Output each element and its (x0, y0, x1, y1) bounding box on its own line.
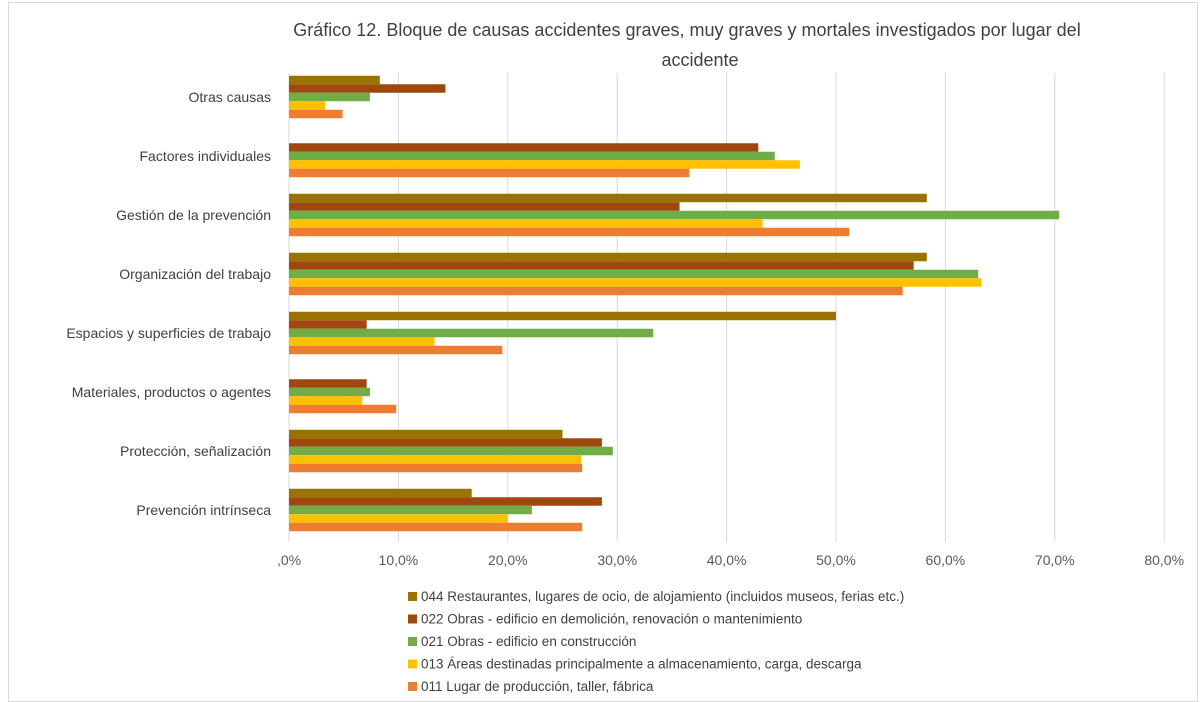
x-tick-label: 30,0% (597, 552, 637, 568)
bar (289, 387, 370, 397)
bar (289, 438, 602, 447)
legend-entry: 013 Áreas destinadas principalmente a al… (421, 657, 862, 672)
category-label: Factores individuales (139, 148, 271, 164)
bar (289, 84, 446, 93)
bar (289, 109, 343, 119)
bar (289, 522, 583, 532)
bar (289, 337, 435, 346)
bar (289, 379, 367, 388)
x-tick-label: 50,0% (816, 552, 856, 568)
legend-entry: 044 Restaurantes, lugares de ocio, de al… (421, 589, 904, 604)
bar (289, 455, 582, 464)
x-tick-label: 10,0% (379, 552, 419, 568)
x-tick-labels: ,0% 10,0% 20,0% 30,0% 40,0% 50,0% 60,0% 70,0% 80… (277, 552, 1184, 568)
legend-entry: 022 Obras - edificio en demolición, reno… (421, 612, 802, 627)
legend-swatch (408, 659, 417, 669)
legend-swatch (408, 592, 417, 601)
bar (289, 75, 380, 85)
bar (289, 404, 397, 414)
bar (289, 168, 690, 178)
chart-frame (8, 2, 1198, 702)
bar (289, 101, 326, 110)
x-tick-label: ,0% (277, 552, 301, 568)
bar (289, 505, 532, 515)
bar (289, 396, 363, 405)
legend: 044 Restaurantes, lugares de ocio, de al… (408, 589, 904, 694)
legend-swatch (408, 682, 417, 691)
x-tick-label: 70,0% (1035, 552, 1075, 568)
bar (289, 429, 563, 439)
bar (289, 497, 602, 506)
bar (289, 328, 654, 338)
legend-swatch (408, 637, 417, 646)
category-label: Organización del trabajo (119, 266, 271, 282)
x-tick-label: 40,0% (707, 552, 747, 568)
bar (289, 446, 613, 456)
category-label: Materiales, productos o agentes (72, 384, 271, 400)
category-label: Espacios y superficies de trabajo (66, 325, 271, 341)
chart-title-line-2: accidente (661, 50, 738, 70)
bar (289, 227, 850, 237)
bar (289, 143, 759, 152)
chart-title-line-1: Gráfico 12. Bloque de causas accidentes … (293, 20, 1080, 40)
category-label: Gestión de la prevención (116, 207, 271, 223)
bar (289, 193, 927, 203)
bar (289, 286, 903, 296)
bar (289, 514, 508, 523)
bar (289, 278, 982, 287)
x-tick-label: 20,0% (488, 552, 528, 568)
bar (289, 261, 914, 270)
bars (289, 75, 1060, 532)
bar (289, 252, 927, 262)
category-label: Prevención intrínseca (136, 502, 271, 518)
bar (289, 345, 503, 355)
bar (289, 219, 763, 228)
legend-entry: 011 Lugar de producción, taller, fábrica (421, 679, 654, 694)
bar (289, 488, 472, 498)
x-tick-label: 60,0% (926, 552, 966, 568)
bar (289, 311, 836, 321)
category-labels: Otras causas Factores individuales Gestión… (66, 89, 271, 518)
bar (289, 210, 1060, 220)
bar (289, 151, 775, 161)
bar (289, 202, 680, 211)
legend-entry: 021 Obras - edificio en construcción (421, 634, 636, 649)
x-tick-label: 80,0% (1144, 552, 1184, 568)
bar (289, 463, 583, 473)
bar (289, 92, 370, 102)
bar (289, 320, 367, 329)
bar (289, 269, 979, 279)
category-label: Protección, señalización (120, 443, 271, 459)
category-label: Otras causas (189, 89, 271, 105)
bar (289, 160, 800, 169)
legend-swatch (408, 614, 417, 624)
